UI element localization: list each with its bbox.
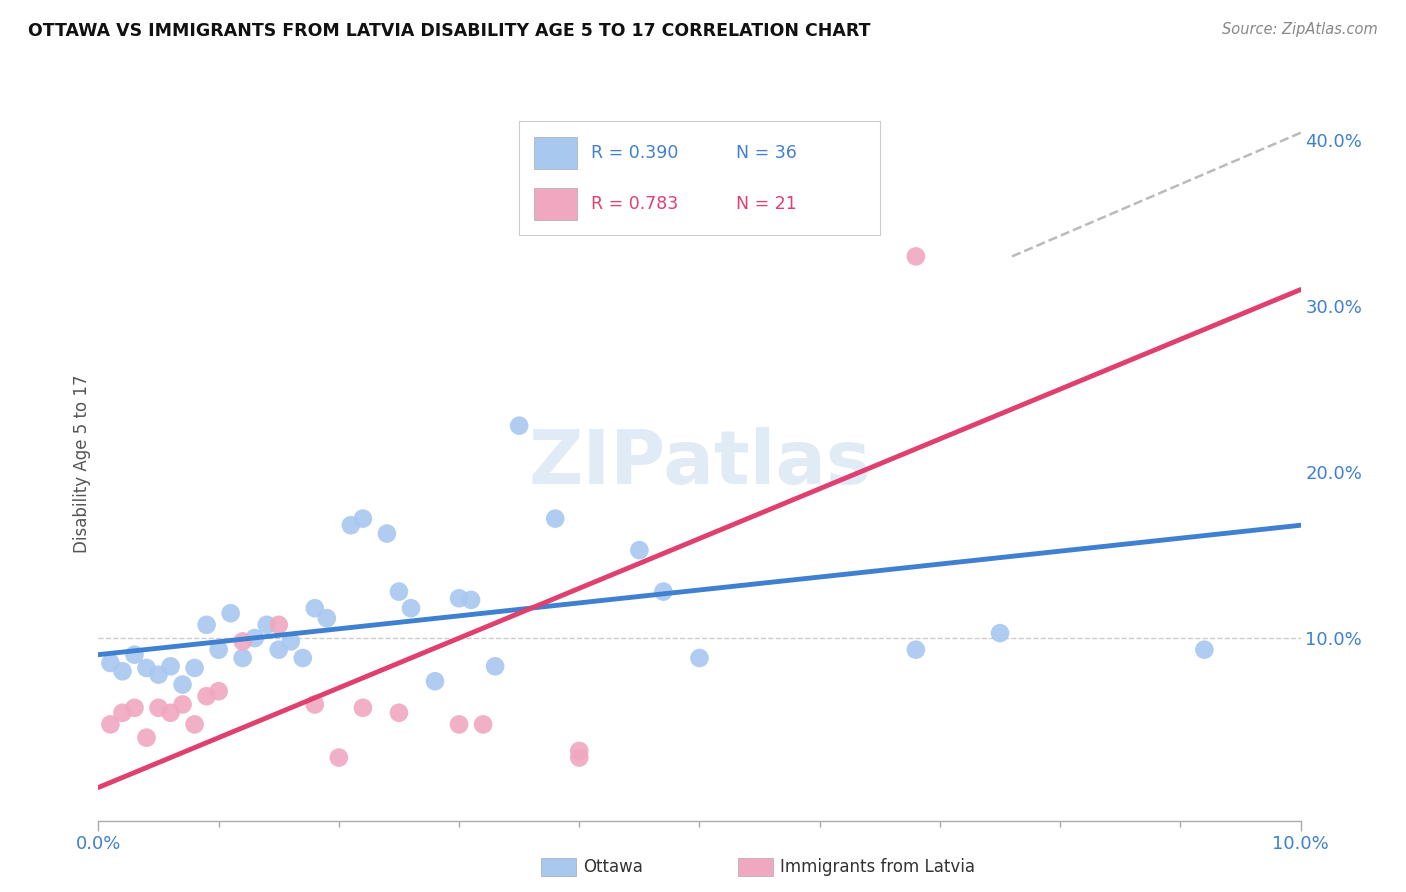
Point [208,684,231,698]
Point [904,249,927,263]
Point [135,661,157,675]
Point [328,750,350,764]
Point [111,665,134,679]
Point [148,667,170,681]
Point [291,651,314,665]
Point [447,591,470,606]
Point [388,706,411,720]
Point [1194,642,1216,657]
Point [159,706,181,720]
Text: R = 0.783: R = 0.783 [592,194,679,212]
Point [388,584,411,599]
Point [447,717,470,731]
Point [340,518,363,533]
Point [267,617,290,632]
Point [304,698,326,712]
Point [568,750,591,764]
Text: Ottawa: Ottawa [583,858,644,876]
Y-axis label: Disability Age 5 to 17: Disability Age 5 to 17 [73,375,91,553]
Point [568,744,591,758]
Point [315,611,337,625]
Point [232,634,254,648]
Point [280,634,302,648]
Text: N = 36: N = 36 [735,145,796,162]
Point [423,674,446,689]
Point [460,593,482,607]
Point [195,689,218,703]
Point [232,651,254,665]
Point [135,731,157,745]
Point [183,661,205,675]
Point [375,526,398,541]
Point [472,717,495,731]
Point [652,584,675,599]
Point [172,698,194,712]
Text: Source: ZipAtlas.com: Source: ZipAtlas.com [1222,22,1378,37]
Point [172,677,194,691]
Point [111,706,134,720]
Point [988,626,1011,640]
Text: R = 0.390: R = 0.390 [592,145,679,162]
Point [124,648,146,662]
Point [267,642,290,657]
Point [195,617,218,632]
Text: N = 21: N = 21 [735,194,796,212]
Point [100,656,122,670]
Point [399,601,422,615]
Point [183,717,205,731]
Point [352,700,374,714]
Point [100,717,122,731]
Text: ZIPatlas: ZIPatlas [529,427,870,500]
Point [508,418,530,433]
Point [904,642,927,657]
Point [219,606,242,620]
Point [352,511,374,525]
Point [159,659,181,673]
Point [304,601,326,615]
Point [484,659,506,673]
Text: Immigrants from Latvia: Immigrants from Latvia [780,858,976,876]
Point [628,543,651,558]
Point [256,617,278,632]
Point [243,631,266,645]
Point [544,511,567,525]
Point [208,642,231,657]
Point [148,700,170,714]
Point [689,651,711,665]
Point [124,700,146,714]
Text: OTTAWA VS IMMIGRANTS FROM LATVIA DISABILITY AGE 5 TO 17 CORRELATION CHART: OTTAWA VS IMMIGRANTS FROM LATVIA DISABIL… [28,22,870,40]
